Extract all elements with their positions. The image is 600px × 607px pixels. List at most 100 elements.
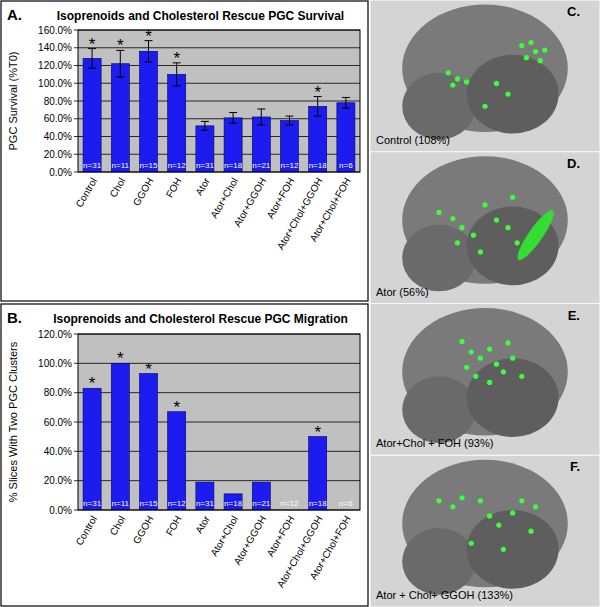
pgc-dot	[450, 504, 455, 509]
pgc-dot	[469, 541, 474, 546]
embryo	[402, 73, 476, 140]
tick-mark	[74, 154, 78, 155]
pgc-dot	[505, 340, 510, 345]
n-label: n=11	[112, 161, 130, 170]
n-label: n=12	[280, 499, 299, 508]
bar	[111, 64, 129, 172]
pgc-dot	[482, 202, 487, 207]
bar	[139, 374, 157, 510]
pgc-dot	[487, 380, 492, 385]
tick-label: 100.0%	[38, 78, 72, 89]
tick-mark	[74, 30, 78, 31]
panel-frame	[1, 1, 368, 301]
pgc-dot	[538, 58, 543, 63]
pgc-dot	[482, 104, 487, 109]
n-label: n=6	[339, 161, 353, 170]
pgc-dot	[450, 82, 455, 87]
pgc-dot	[471, 233, 476, 238]
pgc-dot	[501, 369, 506, 374]
pgc-dot	[496, 522, 501, 527]
pgc-dot	[542, 47, 547, 52]
significance-mark: *	[173, 398, 180, 417]
n-label: n=11	[112, 499, 130, 508]
error-bar	[201, 121, 209, 130]
n-label: n=18	[309, 499, 328, 508]
image-caption: Control (108%)	[376, 134, 450, 146]
tick-label: 120.0%	[38, 329, 72, 340]
tick-label: 60.0%	[44, 417, 72, 428]
category-label: Ator+FOH	[264, 514, 296, 559]
tick-mark	[74, 510, 78, 511]
panel-label: D.	[567, 156, 580, 171]
bar	[168, 74, 186, 172]
error-bar	[286, 116, 294, 125]
bars	[83, 363, 327, 510]
category-label: Ator+GGOH	[231, 176, 268, 229]
embryo	[402, 528, 476, 595]
bars	[83, 41, 355, 172]
plot-background	[78, 334, 360, 510]
n-label: n=31	[196, 499, 215, 508]
significance-mark: *	[117, 36, 124, 55]
bar	[111, 363, 129, 510]
pgc-dot	[478, 498, 483, 503]
tick-mark	[74, 480, 78, 481]
category-label: GGOH	[131, 176, 156, 208]
category-label: Chol	[108, 176, 128, 199]
significance-mark: *	[314, 423, 321, 442]
error-bar	[257, 109, 265, 125]
tick-mark	[74, 136, 78, 137]
n-label: n=21	[252, 499, 271, 508]
bar	[224, 494, 242, 510]
error-bar	[229, 113, 237, 124]
tick-mark	[74, 422, 78, 423]
panel-label: B.	[7, 309, 22, 326]
tick-label: 40.0%	[44, 446, 72, 457]
tick-label: 40.0%	[44, 131, 72, 142]
embryo	[467, 55, 559, 134]
micrograph	[370, 304, 600, 456]
n-label: n=12	[168, 161, 187, 170]
n-label: n=12	[168, 499, 187, 508]
pgc-dot	[501, 547, 506, 552]
significance-mark: *	[145, 360, 152, 379]
chart-title: Isoprenoids and Cholesterol Rescue PGC S…	[57, 9, 344, 23]
category-label: Control	[73, 514, 99, 547]
image-background	[370, 455, 600, 607]
embryo	[467, 510, 559, 589]
tick-label: 20.0%	[44, 475, 72, 486]
bar	[196, 482, 214, 510]
image-caption: Ator (56%)	[376, 286, 429, 298]
tick-label: 120.0%	[38, 60, 72, 71]
category-label: Ator+Chol	[208, 514, 240, 558]
tick-mark	[74, 65, 78, 66]
tick-mark	[74, 451, 78, 452]
tick-label: 60.0%	[44, 113, 72, 124]
panel-frame	[1, 304, 368, 606]
pgc-dot	[469, 349, 474, 354]
pgc-dot	[473, 374, 478, 379]
category-label: Ator+FOH	[264, 176, 296, 221]
n-label: n=15	[139, 499, 158, 508]
pgc-dot	[455, 76, 460, 81]
tick-label: 100.0%	[38, 358, 72, 369]
pgc-dot	[510, 510, 515, 515]
pgc-dot	[446, 70, 451, 75]
axis-title: % Slices With Two PGC Clusters	[7, 341, 19, 502]
axis-title: PGC Survival (%T0)	[7, 51, 19, 150]
n-label: n=18	[224, 161, 243, 170]
pgc-dot	[494, 217, 499, 222]
image-caption: Ator + Chol+ GGOH (133%)	[376, 589, 513, 601]
embryo	[467, 358, 559, 437]
bar	[196, 126, 214, 172]
tick-mark	[74, 363, 78, 364]
micrograph	[370, 152, 600, 304]
bar	[224, 118, 242, 172]
pgc-dot	[519, 374, 524, 379]
category-label: Ator	[193, 513, 212, 535]
tick-mark	[74, 118, 78, 119]
tick-label: 0.0%	[49, 505, 72, 516]
pgc-dot	[528, 40, 533, 45]
pgc-dot	[436, 498, 441, 503]
image-background	[370, 0, 600, 152]
